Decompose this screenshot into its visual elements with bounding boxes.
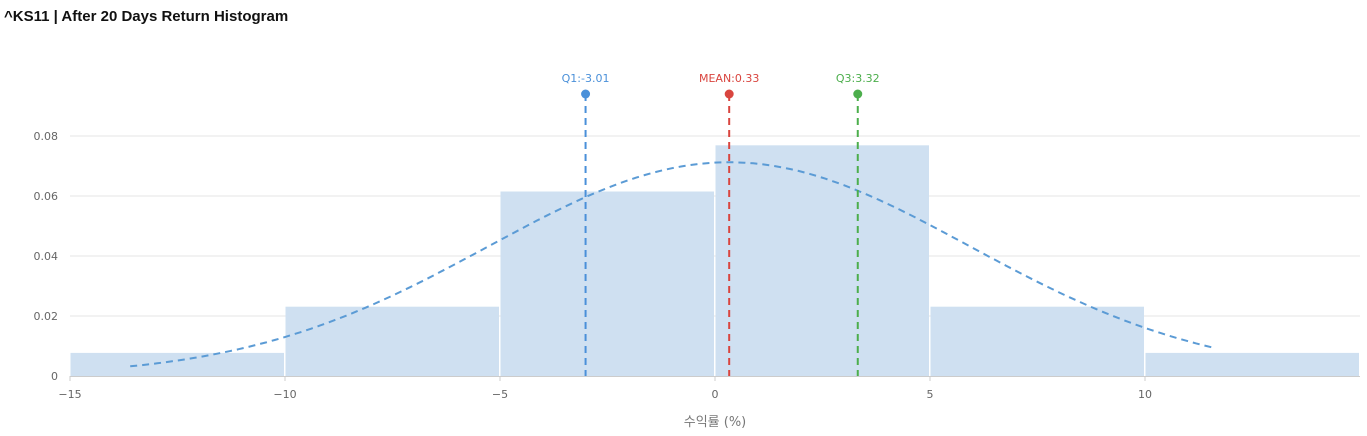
markers-layer: Q1:-3.01 MEAN:0.33 Q3:3.32 — [562, 72, 880, 376]
marker-dot — [853, 89, 863, 99]
marker-dot — [724, 89, 734, 99]
grid-layer — [70, 135, 1360, 317]
x-tick-label: 0 — [712, 388, 719, 401]
y-tick-label: 0.04 — [34, 250, 59, 263]
chart-title: ^KS11 | After 20 Days Return Histogram — [4, 8, 289, 25]
marker-label: MEAN:0.33 — [699, 72, 759, 85]
marker-dot — [581, 89, 591, 99]
marker-label: Q1:-3.01 — [562, 72, 610, 85]
y-tick-label: 0.02 — [34, 310, 59, 323]
bars-layer — [70, 145, 1359, 376]
density-curve — [130, 161, 1215, 368]
histogram-bar — [930, 306, 1144, 376]
histogram-bar — [285, 306, 499, 376]
x-tick-label: −10 — [273, 388, 296, 401]
y-tick-label: 0.06 — [34, 190, 59, 203]
histogram-bar — [1145, 352, 1359, 376]
y-tick-label: 0 — [51, 370, 58, 383]
marker-label: Q3:3.32 — [836, 72, 880, 85]
histogram-bar — [715, 145, 929, 376]
histogram-bar — [70, 352, 284, 376]
x-tick-label: 5 — [927, 388, 934, 401]
x-axis-label: 수익률 (%) — [684, 415, 747, 430]
x-tick-label: −5 — [492, 388, 508, 401]
curve-layer — [130, 161, 1215, 368]
y-tick-label: 0.08 — [34, 130, 59, 143]
x-tick-label: 10 — [1138, 388, 1152, 401]
histogram-bar — [500, 191, 714, 376]
x-tick-label: −15 — [58, 388, 81, 401]
axes-layer: 0 0.02 0.04 0.06 0.08 −15 −10 −5 0 5 10 — [34, 130, 1360, 401]
